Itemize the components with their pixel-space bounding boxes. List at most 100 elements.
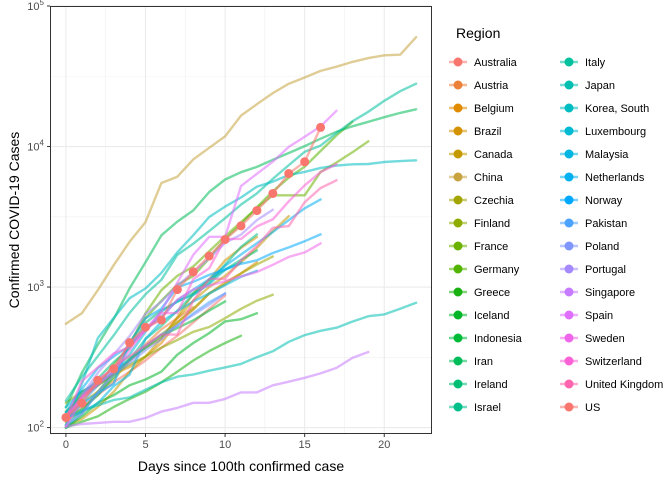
legend-item-sweden: Sweden <box>560 333 625 345</box>
y-axis: 102 103 104 105 <box>27 0 50 435</box>
legend-item-china: China <box>449 172 504 184</box>
legend-item-israel: Israel <box>449 402 501 414</box>
legend-label: Brazil <box>474 126 502 138</box>
data-point-us <box>172 285 182 295</box>
legend-label: Greece <box>474 287 510 299</box>
plot-border <box>50 6 432 434</box>
data-point-us <box>141 322 150 332</box>
x-tick-label: 20 <box>378 439 390 451</box>
legend-key-point <box>453 310 463 320</box>
legend-item-italy: Italy <box>560 57 606 69</box>
series-line-sweden <box>64 242 322 429</box>
y-tick-label: 103 <box>27 279 44 294</box>
x-tick-label: 15 <box>299 439 311 451</box>
legend-label: Portugal <box>585 264 626 276</box>
legend-label: Czechia <box>474 195 515 207</box>
legend-key-point <box>453 195 463 205</box>
data-point-us <box>284 169 294 179</box>
data-point-us <box>268 188 278 198</box>
legend-item-belgium: Belgium <box>449 103 514 115</box>
legend-key-point <box>453 57 463 67</box>
series-line-singapore <box>64 350 370 428</box>
legend-title: Region <box>456 25 500 41</box>
legend-key-point <box>564 402 574 412</box>
legend-item-united-kingdom: United Kingdom <box>560 379 663 391</box>
legend-item-luxembourg: Luxembourg <box>560 126 646 138</box>
legend-key-point <box>564 287 574 297</box>
legend-label: Japan <box>585 80 615 92</box>
legend-label: Belgium <box>474 103 514 115</box>
legend-key-point <box>564 218 574 228</box>
legend-label: Iran <box>474 356 493 368</box>
data-point-us <box>204 251 214 261</box>
legend-item-malaysia: Malaysia <box>560 149 629 161</box>
legend-label: Israel <box>474 402 501 414</box>
legend-key-point <box>564 379 574 389</box>
data-point-us <box>252 206 262 216</box>
legend-key-point <box>564 241 574 251</box>
legend-key-point <box>564 149 574 159</box>
data-point-us <box>220 235 230 245</box>
legend-label: Germany <box>474 264 520 276</box>
legend-key-point <box>564 57 574 67</box>
series-line-italy <box>64 82 418 402</box>
legend-key-point <box>453 149 463 159</box>
legend-key-point <box>453 103 463 113</box>
legend-key-point <box>453 402 463 412</box>
data-point-us <box>188 267 198 277</box>
legend: Region Australia Austria Belgium Brazil Cana… <box>449 25 663 414</box>
legend-item-netherlands: Netherlands <box>560 172 645 184</box>
legend-item-portugal: Portugal <box>560 264 626 276</box>
legend-item-iceland: Iceland <box>449 310 509 322</box>
series-line-iran <box>64 108 418 409</box>
legend-key-point <box>453 264 463 274</box>
legend-label: Norway <box>585 195 623 207</box>
x-axis: 0 5 10 15 20 <box>63 434 390 451</box>
data-point-us <box>316 122 326 132</box>
series-line-portugal <box>64 208 274 422</box>
series-line-korea-south <box>64 159 418 427</box>
legend-label: Pakistan <box>585 218 627 230</box>
legend-item-greece: Greece <box>449 287 510 299</box>
data-point-us <box>61 412 71 422</box>
data-point-us <box>156 315 166 325</box>
legend-items: Australia Austria Belgium Brazil Canada China… <box>449 57 663 414</box>
legend-key-point <box>453 356 463 366</box>
minor-gridlines <box>50 6 432 434</box>
y-axis-title: Confirmed COVID-19 Cases <box>6 132 22 309</box>
legend-key-point <box>564 126 574 136</box>
x-axis-title: Days since 100th confirmed case <box>138 458 344 474</box>
series-line-poland <box>64 292 227 427</box>
data-point-us <box>93 375 103 385</box>
x-tick-label: 5 <box>142 439 148 451</box>
legend-key-point <box>564 103 574 113</box>
legend-key-point <box>453 126 463 136</box>
legend-key-point <box>453 287 463 297</box>
data-point-us <box>109 364 119 374</box>
legend-item-indonesia: Indonesia <box>449 333 523 345</box>
legend-key-point <box>453 80 463 90</box>
legend-item-ireland: Ireland <box>449 379 508 391</box>
legend-label: Ireland <box>474 379 508 391</box>
legend-label: Iceland <box>474 310 509 322</box>
legend-label: Finland <box>474 218 510 230</box>
legend-key-point <box>453 379 463 389</box>
legend-key-point <box>564 310 574 320</box>
legend-label: Poland <box>585 241 619 253</box>
series-line-china <box>64 36 418 325</box>
data-point-us <box>77 398 87 408</box>
legend-item-us: US <box>560 402 600 414</box>
y-tick-label: 105 <box>27 0 44 13</box>
legend-label: Indonesia <box>474 333 523 345</box>
legend-label: Canada <box>474 149 513 161</box>
legend-item-norway: Norway <box>560 195 623 207</box>
legend-item-france: France <box>449 241 508 253</box>
legend-label: US <box>585 402 600 414</box>
legend-key-point <box>453 172 463 182</box>
y-tick-label: 104 <box>27 139 44 154</box>
legend-key-point <box>564 356 574 366</box>
legend-key-point <box>564 195 574 205</box>
legend-label: China <box>474 172 504 184</box>
legend-label: Singapore <box>585 287 635 299</box>
legend-item-poland: Poland <box>560 241 619 253</box>
